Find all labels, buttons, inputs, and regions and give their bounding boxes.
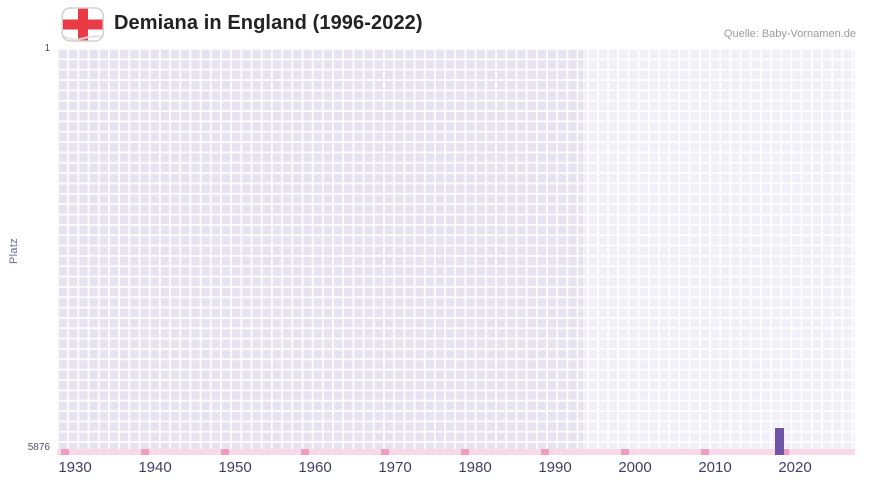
highlight-band — [583, 48, 855, 455]
x-axis-tick-2000: 2000 — [618, 459, 652, 476]
x-axis-tick-1930: 1930 — [58, 459, 92, 476]
decade-marker-1930 — [61, 449, 69, 455]
decade-marker-1970 — [381, 449, 389, 455]
y-axis-tick-top: 1 — [44, 43, 50, 54]
y-axis-label: Platz — [8, 238, 20, 264]
decade-marker-1960 — [301, 449, 309, 455]
x-axis-tick-2020: 2020 — [778, 459, 812, 476]
england-flag-svg — [61, 7, 105, 42]
decade-marker-1940 — [141, 449, 149, 455]
y-axis-tick-bottom: 5876 — [27, 442, 50, 453]
bar-2018 — [774, 428, 784, 455]
x-axis-tick-1950: 1950 — [218, 459, 252, 476]
x-axis-tick-1970: 1970 — [378, 459, 412, 476]
plot-area — [57, 48, 855, 455]
decade-marker-2020 — [781, 449, 789, 455]
x-axis-ticks: 1930 1940 1950 1960 1970 1980 1990 2000 2010 2020 — [57, 459, 855, 485]
england-flag-icon — [61, 5, 105, 45]
x-axis-tick-1940: 1940 — [138, 459, 172, 476]
x-axis-tick-2010: 2010 — [698, 459, 732, 476]
decade-marker-1990 — [541, 449, 549, 455]
decade-marker-2000 — [621, 449, 629, 455]
x-axis-tick-1960: 1960 — [298, 459, 332, 476]
decade-marker-2010 — [701, 449, 709, 455]
decade-marker-1980 — [461, 449, 469, 455]
decade-marker-1950 — [221, 449, 229, 455]
x-axis-tick-1980: 1980 — [458, 459, 492, 476]
x-axis-line — [57, 449, 855, 455]
chart-title: Demiana in England (1996-2022) — [114, 12, 423, 34]
x-axis-tick-1990: 1990 — [538, 459, 572, 476]
source-attribution: Quelle: Baby-Vornamen.de — [723, 28, 856, 40]
